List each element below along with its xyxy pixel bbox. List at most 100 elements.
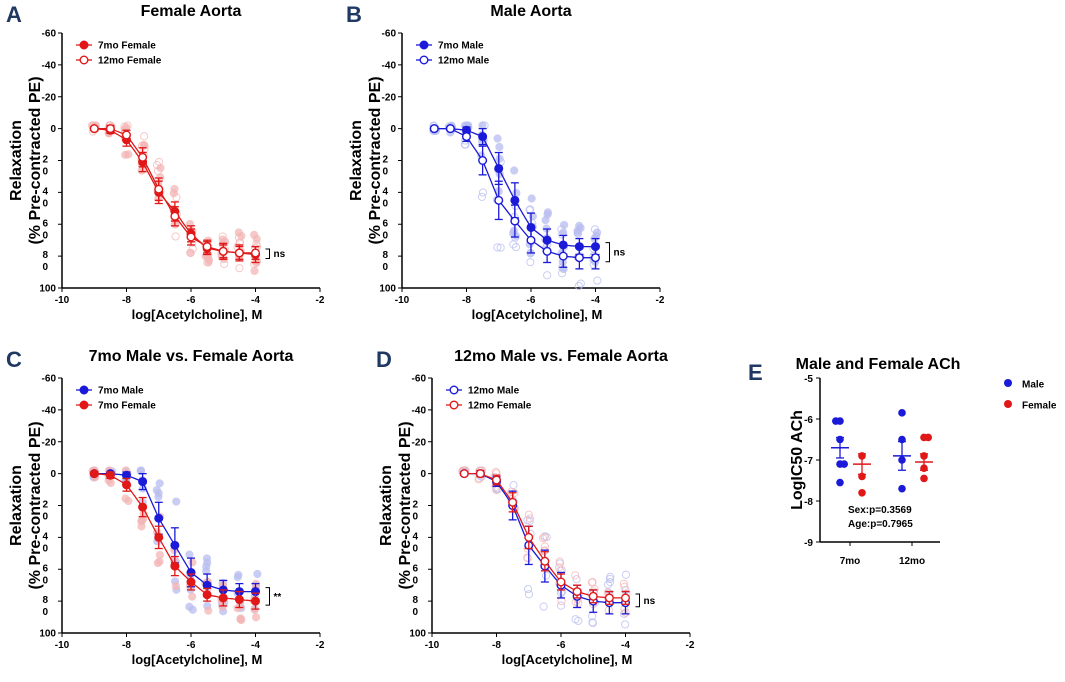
mean-point bbox=[572, 587, 582, 597]
y-tick-label-line: 0 bbox=[382, 198, 388, 209]
x-tick-label: -10 bbox=[425, 640, 440, 651]
replicate-point bbox=[509, 481, 518, 490]
mean-point bbox=[461, 132, 471, 142]
replicate-point bbox=[523, 554, 532, 563]
y-tick-label: -60 bbox=[42, 374, 57, 385]
data-point-male bbox=[898, 484, 906, 493]
replicate-point bbox=[573, 229, 583, 238]
replicate-point bbox=[186, 248, 195, 258]
replicate-point bbox=[524, 590, 534, 599]
replicate-point bbox=[571, 571, 580, 580]
significance-bracket bbox=[265, 587, 270, 606]
mean-point bbox=[170, 540, 180, 550]
y-axis-title: LogIC50 ACh bbox=[789, 410, 806, 510]
x-tick-label: -10 bbox=[395, 295, 410, 306]
chart-title: 7mo Male vs. Female Aorta bbox=[89, 348, 294, 365]
mean-point bbox=[154, 513, 164, 523]
x-tick-label: -6 bbox=[187, 295, 196, 306]
y-tick-label: -20 bbox=[42, 92, 57, 103]
y-axis-subtitle: (% Pre-contracted PE) bbox=[27, 421, 44, 589]
replicate-point bbox=[543, 208, 552, 217]
replicate-point bbox=[155, 157, 164, 166]
y-tick-label-line: 0 bbox=[42, 512, 48, 523]
y-tick-label-line: 4 bbox=[382, 186, 388, 197]
x-tick-label: -10 bbox=[55, 295, 70, 306]
y-tick-label-line: 2 bbox=[42, 500, 48, 511]
replicate-point bbox=[606, 578, 615, 587]
chart-title: 12mo Male vs. Female Aorta bbox=[454, 348, 668, 365]
panel-label: C bbox=[6, 347, 22, 372]
replicate-point bbox=[136, 466, 146, 475]
y-tick-label: -60 bbox=[412, 374, 427, 385]
y-tick-label-line: 0 bbox=[42, 543, 48, 554]
y-tick-label: -9 bbox=[804, 538, 813, 549]
y-tick-label-line: 0 bbox=[42, 167, 48, 178]
y-tick-label-line: 0 bbox=[382, 167, 388, 178]
mean-point bbox=[218, 246, 228, 256]
y-tick-label-line: 6 bbox=[412, 563, 418, 574]
legend-marker bbox=[79, 385, 89, 395]
y-axis-title: Relaxation bbox=[8, 465, 25, 546]
mean-point bbox=[105, 124, 115, 134]
data-point-male bbox=[836, 417, 844, 425]
replicate-point bbox=[237, 231, 246, 241]
mean-point bbox=[105, 470, 115, 480]
y-tick-label-line: 0 bbox=[42, 230, 48, 241]
replicate-point bbox=[525, 514, 535, 523]
y-tick-label: 100 bbox=[409, 629, 426, 640]
replicate-point bbox=[172, 193, 181, 202]
mean-point bbox=[250, 248, 260, 258]
x-tick-label: -2 bbox=[686, 640, 695, 651]
legend-marker bbox=[79, 400, 89, 410]
replicate-point bbox=[543, 271, 552, 280]
y-tick-label-line: 0 bbox=[382, 262, 388, 273]
replicate-point bbox=[153, 166, 163, 176]
mean-point bbox=[138, 477, 148, 487]
replicate-point bbox=[185, 550, 194, 559]
replicate-point bbox=[233, 573, 242, 582]
replicate-point bbox=[234, 233, 244, 242]
x-tick-label: -4 bbox=[621, 640, 630, 651]
panel-b: B Male Aorta -60 -40 -20 0 2 0 4 0 6 0 8 0 100 -10 -8 -6-… bbox=[340, 0, 695, 335]
replicate-point bbox=[527, 194, 536, 203]
y-axis-title: Relaxation bbox=[378, 465, 395, 546]
panel-c: C 7mo Male vs. Female Aorta -60 -40 -20 0 2 0 4 0… bbox=[0, 345, 355, 677]
legend-label: 12mo Female bbox=[468, 401, 532, 412]
y-tick-label: -20 bbox=[382, 92, 397, 103]
x-axis-title: log[Acetylcholine], M bbox=[132, 307, 263, 322]
chart-title: Male and Female ACh bbox=[796, 356, 961, 373]
mean-point bbox=[218, 593, 228, 603]
y-tick-label: 100 bbox=[39, 629, 56, 640]
replicate-point bbox=[557, 225, 566, 234]
legend-marker bbox=[79, 55, 89, 65]
replicate-point bbox=[540, 533, 549, 542]
y-tick-label: 100 bbox=[379, 284, 396, 295]
legend-marker bbox=[79, 40, 89, 50]
y-axis-subtitle: (% Pre-contracted PE) bbox=[397, 421, 414, 589]
mean-point bbox=[556, 577, 566, 587]
panel-label: B bbox=[346, 2, 362, 27]
replicate-point bbox=[106, 478, 115, 488]
replicate-point bbox=[575, 221, 584, 230]
x-axis-title: log[Acetylcholine], M bbox=[502, 652, 633, 667]
mean-point bbox=[234, 595, 244, 605]
mean-point bbox=[89, 124, 99, 134]
legend-label: Male bbox=[1022, 380, 1045, 391]
mean-point bbox=[508, 497, 518, 507]
replicate-point bbox=[251, 613, 261, 622]
y-axis-title: Relaxation bbox=[8, 120, 25, 201]
x-tick-label: -2 bbox=[316, 640, 325, 651]
replicate-point bbox=[123, 121, 132, 130]
mean-point bbox=[89, 469, 99, 479]
x-tick-label: -4 bbox=[251, 295, 260, 306]
replicate-point bbox=[253, 569, 262, 579]
mean-point bbox=[186, 232, 196, 242]
